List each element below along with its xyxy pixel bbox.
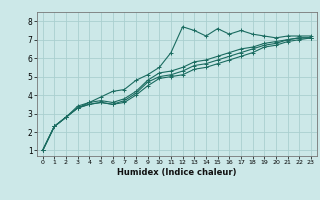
X-axis label: Humidex (Indice chaleur): Humidex (Indice chaleur) [117,168,236,177]
